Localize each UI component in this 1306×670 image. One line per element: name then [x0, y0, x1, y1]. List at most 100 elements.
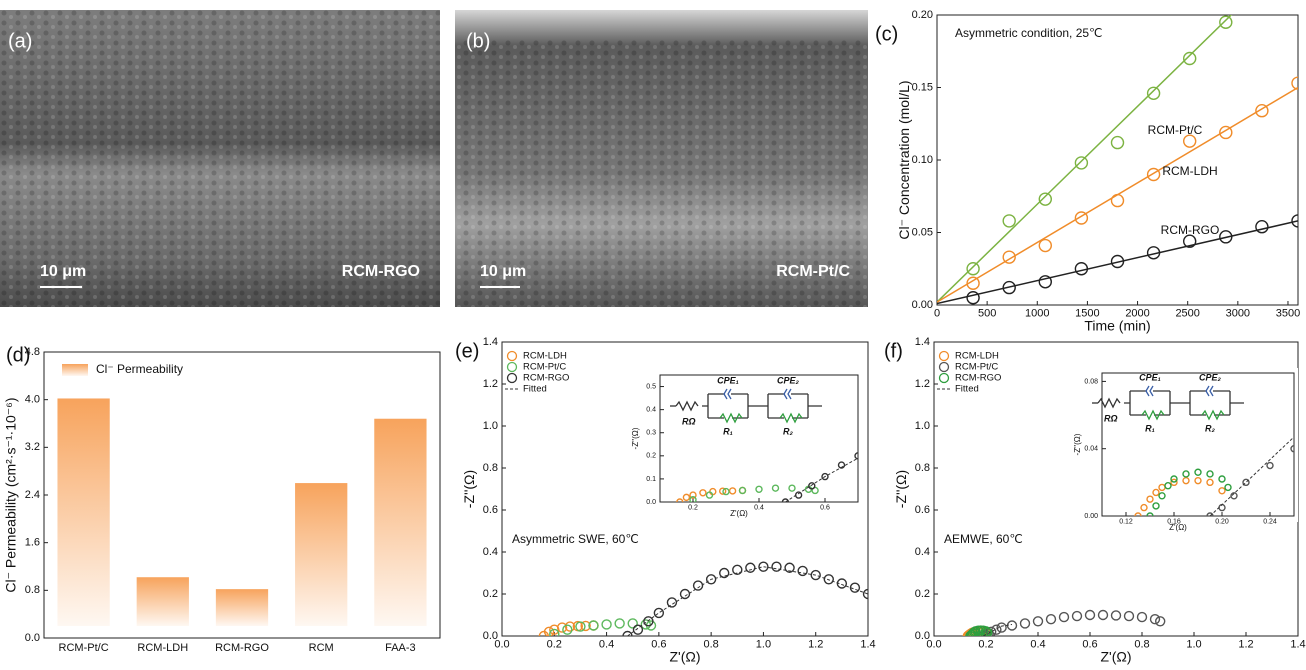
panel-label: (d)	[6, 344, 30, 366]
x-tick-label: 2500	[1175, 308, 1199, 320]
x-tick-label: 0.8	[703, 639, 718, 651]
data-point	[1008, 621, 1017, 630]
y-tick-label: 0.00	[912, 299, 933, 311]
x-tick-label: 0	[934, 308, 940, 320]
data-point	[733, 565, 742, 574]
legend-label: RCM-RGO	[523, 373, 569, 384]
data-point	[1125, 612, 1134, 621]
data-point	[1073, 612, 1082, 621]
y-tick-label: 1.2	[915, 378, 930, 390]
bar	[295, 483, 347, 626]
y-tick-label: 3.2	[25, 441, 40, 453]
circuit-label: R₂	[783, 426, 793, 436]
y-tick-label: 0.0	[646, 499, 656, 506]
inset-background	[1064, 368, 1298, 522]
legend-swatch	[508, 374, 517, 383]
annotation: Asymmetric SWE, 60℃	[512, 532, 639, 546]
data-point	[1099, 611, 1108, 620]
x-tick-label: 0.4	[599, 639, 614, 651]
bar	[57, 398, 109, 626]
legend-swatch	[508, 363, 517, 372]
data-point	[1256, 221, 1268, 233]
legend-label: RCM-Pt/C	[523, 362, 566, 373]
legend-swatch	[940, 374, 949, 383]
data-point	[971, 423, 977, 429]
circuit-label: R₁	[1145, 423, 1155, 433]
x-axis-label: Z'(Ω)	[669, 649, 700, 665]
data-point	[667, 598, 676, 607]
legend-label: Fitted	[523, 384, 547, 395]
data-point	[1086, 611, 1095, 620]
panel-label: (c)	[875, 23, 898, 45]
legend-label: RCM-LDH	[523, 351, 567, 362]
y-tick-label: 1.4	[915, 336, 930, 348]
data-point	[628, 619, 637, 628]
series-label: RCM-RGO	[1161, 223, 1220, 237]
legend-swatch	[940, 352, 949, 361]
legend-swatch	[62, 364, 88, 376]
panel-label: (b)	[466, 30, 490, 52]
x-tick-label: 0.2	[978, 639, 993, 651]
annotation: AEMWE, 60℃	[944, 532, 1023, 546]
data-point	[602, 620, 611, 629]
figure: (a) 10 μm RCM-RGO (b) 10 μm RCM-Pt/C 050…	[0, 0, 1306, 670]
inset-background	[622, 368, 864, 522]
x-tick-label: 0.6	[820, 504, 830, 511]
y-axis-label: -Z''(Ω)	[893, 470, 909, 508]
data-point	[1151, 615, 1160, 624]
data-point	[1156, 617, 1165, 626]
inset-y-label: -Z''(Ω)	[1073, 433, 1082, 455]
data-point	[1112, 195, 1124, 207]
y-tick-label: 0.5	[646, 383, 656, 390]
y-tick-label: 0.04	[1084, 446, 1098, 453]
x-axis-label: Time (min)	[1084, 318, 1150, 334]
data-point	[1075, 263, 1087, 275]
data-point	[1039, 240, 1051, 252]
legend-label: Cl⁻ Permeability	[96, 362, 183, 376]
circuit-label: CPE₁	[1139, 372, 1161, 382]
data-point	[1039, 193, 1051, 205]
y-tick-label: 1.0	[915, 420, 930, 432]
data-layer	[937, 0, 1304, 304]
series-label: RCM-LDH	[1162, 164, 1217, 178]
x-tick-label: 0.6	[1082, 639, 1097, 651]
inset: 0.120.160.200.240.000.040.08Z'(Ω)-Z''(Ω)…	[1064, 345, 1306, 532]
data-point	[759, 562, 768, 571]
y-tick-label: 0.00	[1084, 513, 1098, 520]
data-point	[1053, 441, 1059, 447]
y-tick-label: 1.2	[483, 378, 498, 390]
x-tick-label: RCM	[309, 642, 334, 654]
annotation: Asymmetric condition, 25℃	[955, 26, 1103, 40]
x-tick-label: 1.2	[808, 639, 823, 651]
legend-label: Fitted	[955, 384, 979, 395]
y-tick-label: 0.08	[1084, 378, 1098, 385]
data-point	[872, 444, 878, 450]
x-tick-label: 1.0	[1186, 639, 1201, 651]
inset-x-label: Z'(Ω)	[730, 509, 748, 518]
data-point	[1003, 215, 1015, 227]
x-tick-label: 0.4	[1030, 639, 1045, 651]
image-name: RCM-RGO	[342, 263, 420, 280]
x-tick-label: 0.2	[547, 639, 562, 651]
data-point	[681, 590, 690, 599]
y-tick-label: 1.4	[483, 336, 498, 348]
circuit-label: CPE₂	[1199, 372, 1222, 382]
sem-image-a: (a) 10 μm RCM-RGO	[0, 10, 440, 307]
data-point	[1034, 617, 1043, 626]
circuit-label: CPE₁	[717, 375, 739, 385]
legend-swatch	[508, 352, 517, 361]
panel-label: (a)	[8, 30, 32, 52]
y-tick-label: 0.8	[483, 462, 498, 474]
circuit-label: CPE₂	[777, 375, 800, 385]
x-tick-label: 3000	[1226, 308, 1250, 320]
data-layer	[539, 562, 872, 640]
y-tick-label: 0.6	[915, 504, 930, 516]
circuit-label: R₂	[1205, 423, 1215, 433]
data-point	[992, 625, 1001, 634]
image-name: RCM-Pt/C	[776, 263, 850, 280]
data-point	[772, 562, 781, 571]
y-tick-label: 0.20	[912, 9, 933, 21]
bar	[216, 589, 268, 626]
y-tick-label: 0.4	[483, 546, 498, 558]
x-tick-label: 1.4	[1290, 639, 1305, 651]
